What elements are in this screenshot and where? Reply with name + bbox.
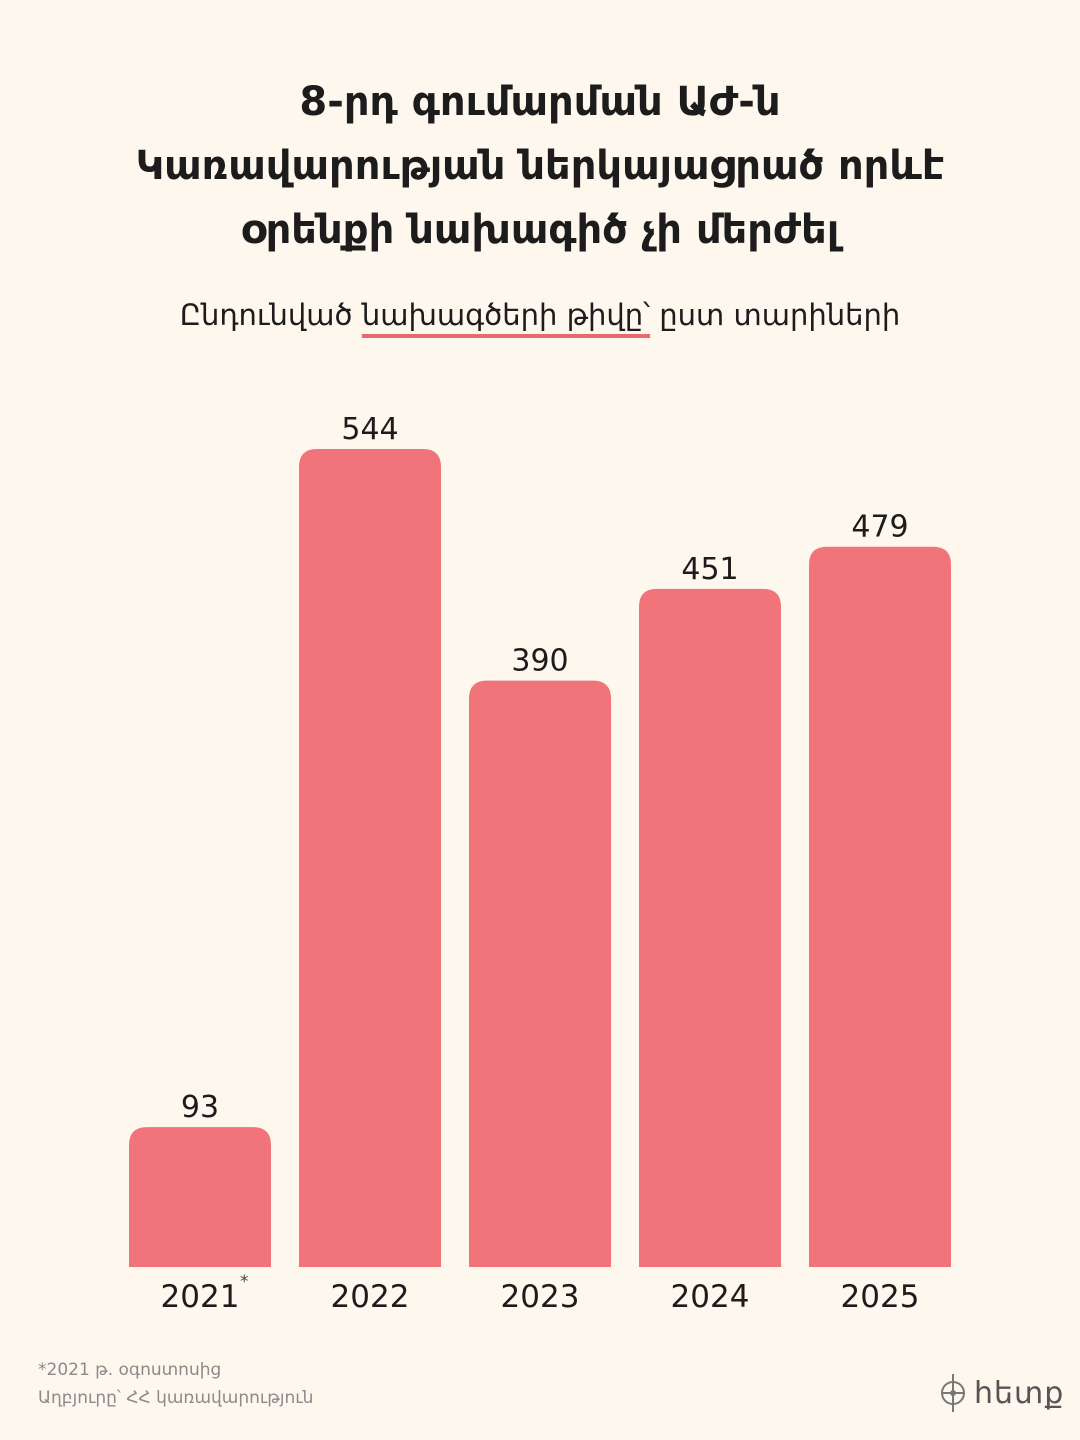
subtitle-after: ըստ տարիների xyxy=(650,298,901,332)
tick-label-2025: 2025 xyxy=(841,1279,920,1315)
tick-label-2023: 2023 xyxy=(501,1279,580,1315)
tick-label-2021: 2021 xyxy=(161,1279,240,1315)
publisher-logo: հետք xyxy=(938,1372,1064,1414)
logo-text: հետք xyxy=(974,1375,1065,1411)
data-label-2025: 479 xyxy=(851,510,908,545)
data-label-2022: 544 xyxy=(341,412,398,447)
bar-2021 xyxy=(129,1127,271,1267)
bar-2024 xyxy=(639,588,781,1267)
data-label-2024: 451 xyxy=(681,552,738,587)
tick-label-2024: 2024 xyxy=(671,1279,750,1315)
bar-2022 xyxy=(299,449,441,1267)
bar-chart: 93 2021 * 544 2022 390 2023 451 2024 479 2025 xyxy=(129,412,951,1315)
footnote-note: *2021 թ. օգոստոսից xyxy=(38,1360,222,1380)
tick-label-2022: 2022 xyxy=(331,1279,410,1315)
title-line-1: 8-րդ գումարման ԱԺ-ն xyxy=(299,79,781,125)
chart-title: 8-րդ գումարման ԱԺ-ն Կառավարության ներկայ… xyxy=(40,70,1040,262)
footnote: *2021 թ. օգոստոսից Աղբյուրը՝ ՀՀ կառավարո… xyxy=(38,1356,313,1412)
subtitle-before: Ընդունված xyxy=(179,298,362,332)
title-line-3: օրենքի նախագիծ չի մերժել xyxy=(240,207,840,253)
chart-subtitle: Ընդունված նախագծերի թիվը՝ ըստ տարիների xyxy=(40,293,1040,337)
bar-2023 xyxy=(469,680,611,1267)
data-label-2021: 93 xyxy=(181,1090,219,1125)
bar-2025 xyxy=(809,546,951,1267)
tick-mark-2021: * xyxy=(240,1272,249,1292)
subtitle-highlight: նախագծերի թիվը՝ xyxy=(361,298,651,332)
data-label-2023: 390 xyxy=(511,644,568,679)
logo-mark-icon xyxy=(941,1374,965,1412)
footnote-source: Աղբյուրը՝ ՀՀ կառավարություն xyxy=(38,1388,314,1408)
title-line-2: Կառավարության ներկայացրած որևէ xyxy=(135,143,945,189)
